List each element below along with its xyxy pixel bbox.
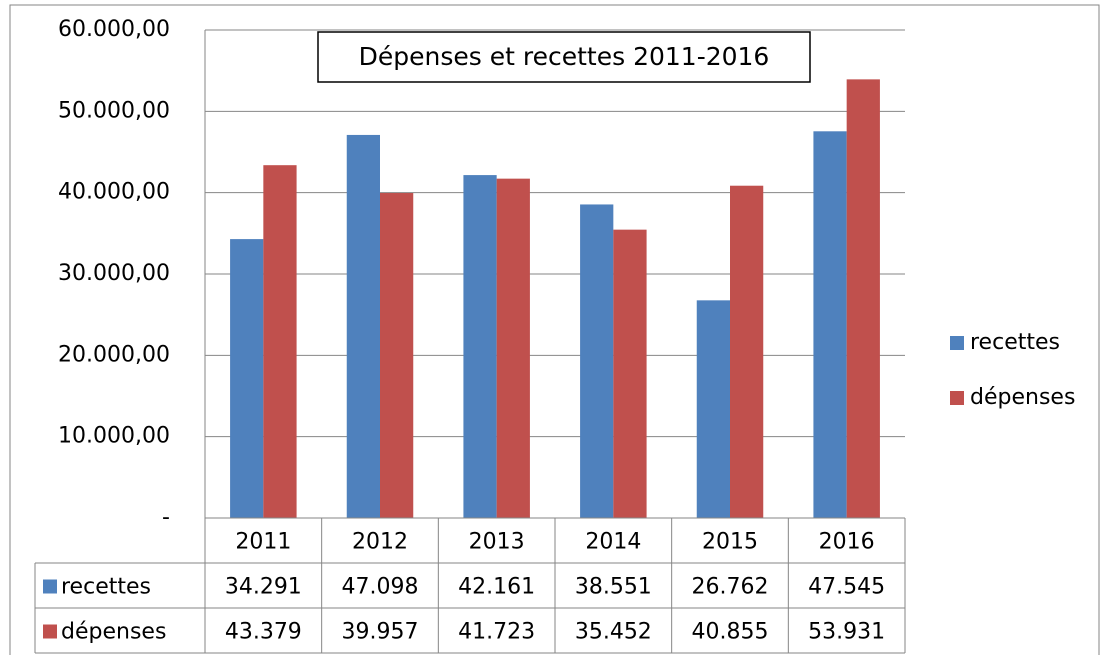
bar [380, 193, 414, 518]
table-cell: 26.762 [692, 575, 769, 600]
table-cell: 40.855 [692, 620, 769, 645]
bar [496, 178, 530, 518]
x-tick-label: 2011 [235, 530, 291, 555]
table-cell: 47.545 [808, 575, 885, 600]
x-tick-label: 2012 [352, 530, 408, 555]
legend-label: recettes [970, 330, 1060, 355]
legend-key [950, 336, 964, 350]
table-cell: 47.098 [342, 575, 419, 600]
x-tick-label: 2014 [585, 530, 641, 555]
bar [696, 300, 730, 518]
bar [230, 239, 264, 519]
table-row-label: dépenses [61, 620, 166, 645]
table-legend-key [43, 579, 57, 594]
table-cell: 34.291 [225, 575, 302, 600]
y-tick-label: 60.000,00 [58, 17, 170, 42]
bar [580, 204, 614, 518]
y-tick-label: 10.000,00 [58, 424, 170, 449]
bar [346, 134, 380, 518]
table-cell: 53.931 [808, 620, 885, 645]
legend-label: dépenses [970, 385, 1075, 410]
y-tick-label: 40.000,00 [58, 180, 170, 205]
table-cell: 39.957 [342, 620, 419, 645]
chart-title: Dépenses et recettes 2011-2016 [359, 42, 770, 71]
y-tick-label: 30.000,00 [58, 261, 170, 286]
table-legend-key [43, 624, 57, 639]
table-cell: 35.452 [575, 620, 652, 645]
x-tick-label: 2013 [469, 530, 525, 555]
bar [613, 229, 647, 518]
plot: - 10.000,00 20.000,00 30.000,00 40.000,00 50.… [34, 17, 1075, 654]
y-tick-label: 50.000,00 [58, 98, 170, 123]
table-cell: 42.161 [458, 575, 535, 600]
table-cell: 43.379 [225, 620, 302, 645]
x-tick-label: 2015 [702, 530, 758, 555]
y-tick-label: 20.000,00 [58, 342, 170, 367]
legend-key [950, 391, 964, 405]
bar [463, 175, 497, 519]
bar [263, 165, 297, 518]
bar [846, 79, 880, 518]
y-tick-label: - [162, 505, 170, 530]
bar [730, 185, 764, 519]
x-tick-label: 2016 [819, 530, 875, 555]
table-cell: 38.551 [575, 575, 652, 600]
bar [813, 131, 847, 518]
table-row-label: recettes [61, 575, 151, 600]
table-cell: 41.723 [458, 620, 535, 645]
title-box [317, 31, 811, 83]
